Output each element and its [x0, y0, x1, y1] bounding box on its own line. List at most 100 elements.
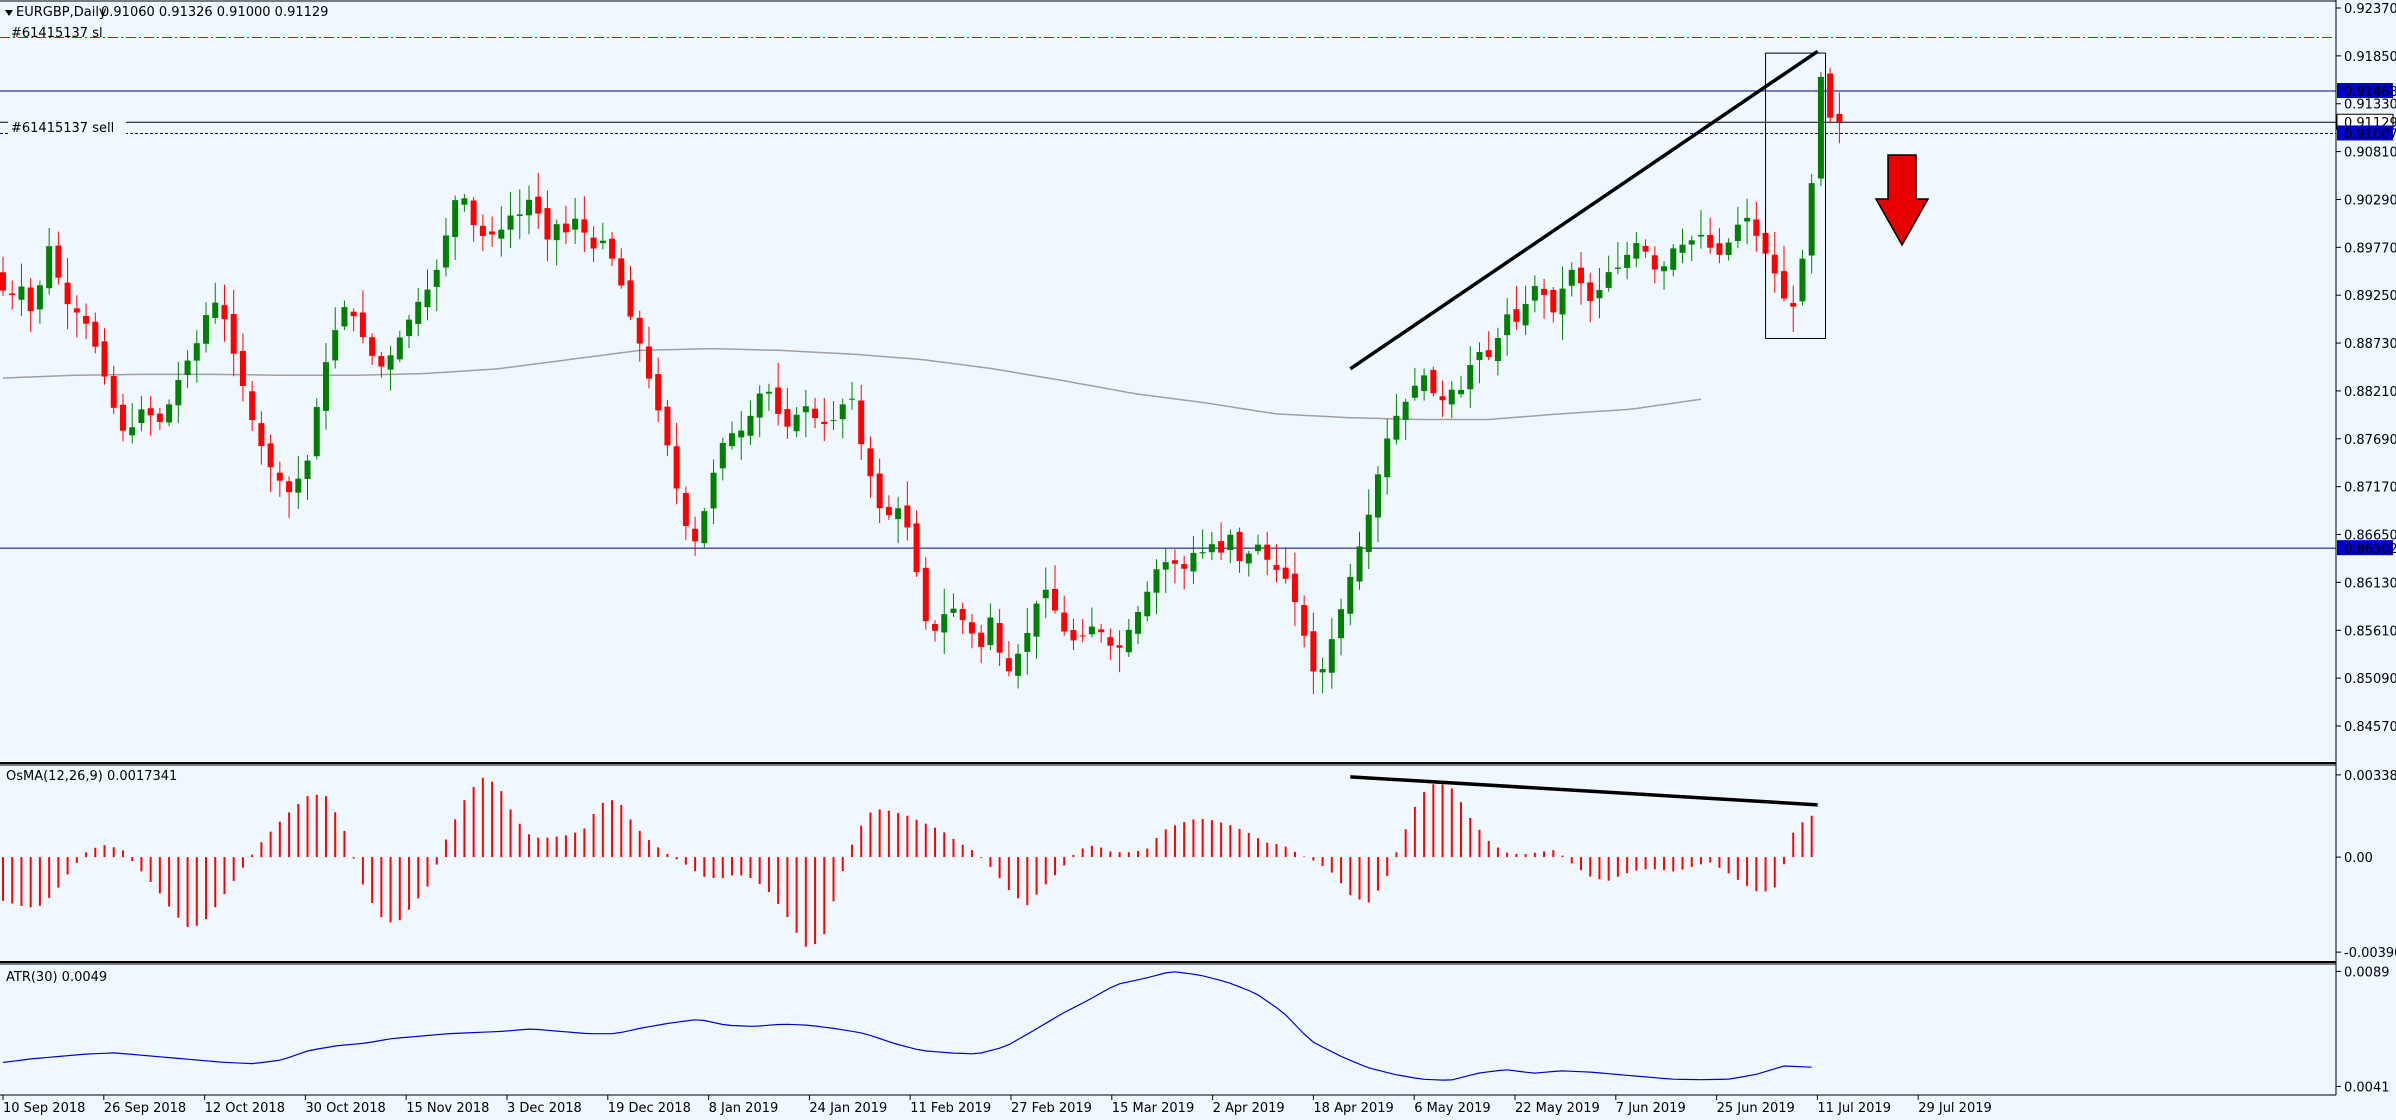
candle-body [1015, 653, 1022, 676]
candle-body [1688, 240, 1695, 245]
candle-body [932, 624, 939, 631]
candle-body [1790, 302, 1797, 307]
candle-body [858, 400, 865, 445]
candle-body [1273, 565, 1280, 570]
price-level-label: 0.91007 [2344, 127, 2396, 142]
candle-body [775, 387, 782, 414]
candle-body [1328, 639, 1335, 673]
osma-title: OsMA(12,26,9) 0.0017341 [6, 769, 177, 784]
candle-body [599, 240, 606, 244]
candle-body [1559, 288, 1566, 315]
price-level-label-bg [2337, 83, 2393, 99]
candle-body [1181, 564, 1188, 569]
candle-body [442, 235, 449, 268]
candle-body [987, 617, 994, 646]
candle-body [922, 567, 929, 622]
candle-body [959, 609, 966, 621]
candle-body [719, 442, 726, 469]
candle-body [1670, 248, 1677, 270]
candle-body [1310, 631, 1317, 672]
candle-body [359, 312, 366, 338]
osma-tick-label: 0.00 [2344, 851, 2373, 866]
candle-body [313, 407, 320, 457]
atr-pane[interactable] [2, 971, 1812, 1081]
candle-body [968, 622, 975, 634]
candle-body [1135, 612, 1142, 634]
candle-body [73, 308, 80, 313]
candle-body [1245, 553, 1252, 564]
candle-body [1042, 589, 1049, 599]
candle-body [286, 481, 293, 493]
time-tick-label: 6 May 2019 [1414, 1101, 1491, 1116]
candle-body [1107, 637, 1114, 646]
candle-body [1421, 375, 1428, 392]
candle-body [1605, 272, 1612, 288]
candle-body [369, 337, 376, 356]
candle-body [64, 282, 71, 305]
candle-body [581, 219, 588, 233]
candle-body [1541, 288, 1548, 295]
candle-body [572, 218, 579, 230]
candle-body [295, 478, 302, 493]
candle-body [729, 433, 736, 447]
candle-body [119, 404, 126, 431]
candle-body [1577, 267, 1584, 284]
candle-body [1162, 562, 1169, 570]
candle-body [433, 269, 440, 287]
candle-body [249, 391, 256, 420]
candle-body [138, 409, 145, 423]
candle-body [55, 245, 62, 278]
candle-body [821, 421, 828, 425]
candle-body [1061, 612, 1068, 632]
candle-body [1568, 269, 1575, 286]
price-tick-label: 0.91330 [2344, 98, 2396, 113]
candle-body [1522, 303, 1529, 326]
candle-body [1744, 217, 1751, 222]
candle-body [1144, 591, 1151, 617]
main-pane[interactable] [0, 36, 2336, 695]
candle-body [1033, 603, 1040, 637]
time-tick-label: 26 Sep 2018 [104, 1101, 186, 1116]
candle-body [1024, 632, 1031, 652]
price-tick-label: 0.90290 [2344, 193, 2396, 208]
osma-tick-label: -0.0039089 [2344, 946, 2396, 961]
candle-body [1088, 626, 1095, 635]
candle-body [664, 406, 671, 446]
candle-body [1116, 645, 1123, 648]
candle-body [1716, 243, 1723, 255]
price-tick-label: 0.87170 [2344, 481, 2396, 496]
atr-tick-label: 0.0089 [2344, 965, 2390, 980]
candle-body [1439, 396, 1446, 401]
candle-body [1190, 552, 1197, 572]
candle-body [1301, 605, 1308, 636]
candle-body [1707, 234, 1714, 248]
candle-body [1079, 635, 1086, 637]
time-tick-label: 25 Jun 2019 [1717, 1101, 1795, 1116]
candle-body [193, 343, 200, 361]
candle-body [784, 409, 791, 427]
candle-body [1374, 474, 1381, 518]
candle-body [1771, 254, 1778, 274]
candle-body [101, 341, 108, 377]
candle-body [1153, 569, 1160, 593]
candle-body [396, 337, 403, 360]
candle-body [184, 360, 191, 376]
candle-body [479, 225, 486, 236]
time-tick-label: 7 Jun 2019 [1616, 1101, 1686, 1116]
candle-body [710, 472, 717, 509]
time-tick-label: 11 Feb 2019 [910, 1101, 991, 1116]
candle-body [1651, 255, 1658, 270]
osma-pane[interactable] [2, 775, 1818, 947]
candle-body [221, 305, 228, 320]
candle-body [525, 199, 532, 216]
candle-body [876, 473, 883, 509]
osma-trendline [1350, 775, 1818, 807]
candle-body [848, 398, 855, 400]
candle-body [1356, 546, 1363, 582]
dropdown-triangle-icon[interactable] [5, 10, 13, 16]
candle-body [1199, 552, 1206, 554]
candle-body [1070, 630, 1077, 641]
candle-body [230, 314, 237, 354]
